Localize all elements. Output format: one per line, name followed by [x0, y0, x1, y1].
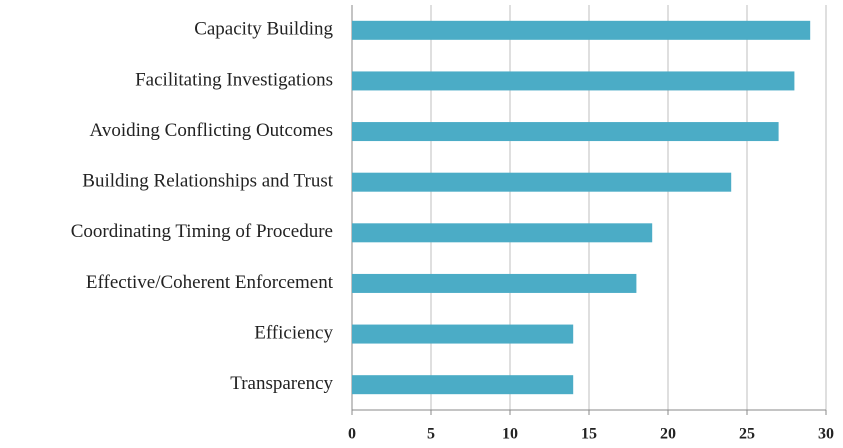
bar — [352, 375, 574, 395]
y-tick-label: Capacity Building — [194, 19, 333, 40]
y-tick-label: Effective/Coherent Enforcement — [86, 272, 334, 293]
x-tick-label: 5 — [427, 426, 435, 443]
x-tick-label: 30 — [818, 426, 834, 443]
y-tick-label: Facilitating Investigations — [135, 69, 333, 90]
y-tick-label: Efficiency — [254, 322, 333, 343]
x-tick-label: 0 — [348, 426, 356, 443]
y-tick-label: Avoiding Conflicting Outcomes — [90, 120, 333, 141]
bar — [352, 20, 811, 40]
bar — [352, 71, 795, 91]
bar — [352, 122, 779, 142]
bar — [352, 273, 637, 293]
y-tick-label: Building Relationships and Trust — [82, 171, 333, 192]
bar — [352, 223, 653, 243]
x-tick-label: 15 — [581, 426, 597, 443]
y-tick-label: Coordinating Timing of Procedure — [71, 221, 333, 242]
x-tick-label: 20 — [660, 426, 676, 443]
y-tick-label: Transparency — [230, 373, 333, 394]
x-tick-label: 25 — [739, 426, 755, 443]
bar — [352, 172, 732, 192]
bar — [352, 324, 574, 344]
x-tick-label: 10 — [502, 426, 518, 443]
